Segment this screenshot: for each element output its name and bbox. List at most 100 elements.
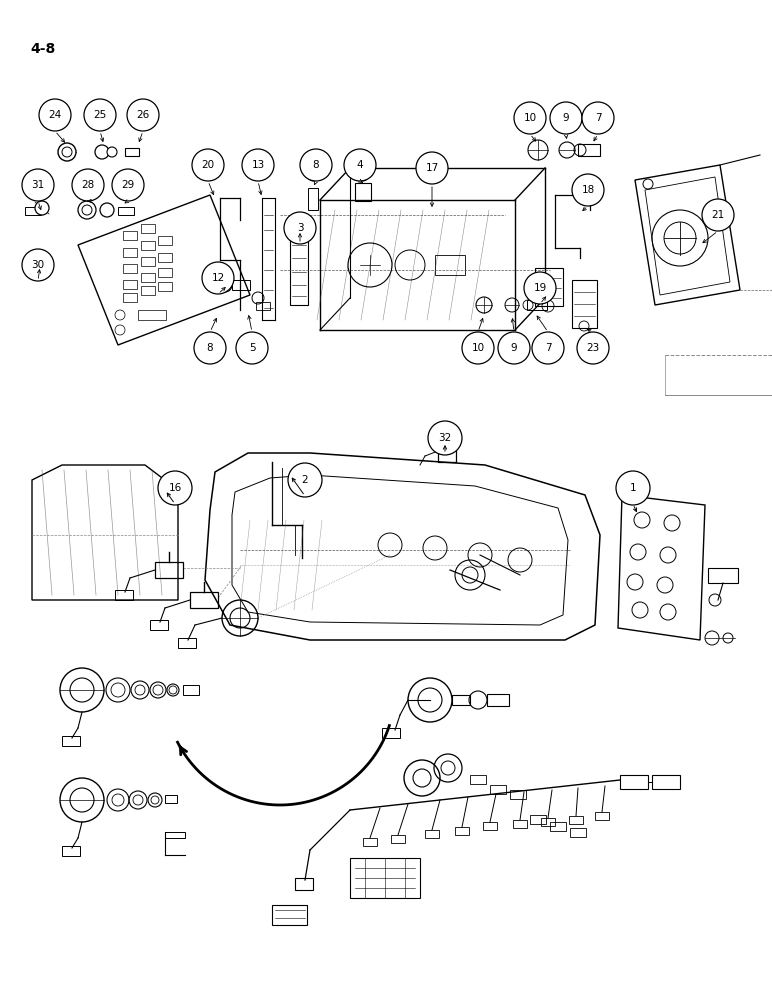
Text: 25: 25 (93, 110, 107, 120)
Bar (141, 257, 155, 266)
Text: 10: 10 (523, 113, 537, 123)
Circle shape (39, 99, 71, 131)
Bar (165, 795, 177, 803)
Bar (141, 241, 155, 250)
Circle shape (194, 332, 226, 364)
Text: 23: 23 (587, 343, 600, 353)
Bar (62, 846, 80, 856)
Text: 29: 29 (121, 180, 134, 190)
Bar (708, 568, 738, 583)
Bar (490, 785, 506, 794)
Bar (483, 822, 497, 830)
Circle shape (524, 272, 556, 304)
Circle shape (192, 149, 224, 181)
Text: 19: 19 (533, 283, 547, 293)
Text: 8: 8 (207, 343, 213, 353)
Bar (62, 736, 80, 746)
Bar (150, 620, 168, 630)
Circle shape (550, 102, 582, 134)
Bar (355, 183, 371, 201)
Text: 7: 7 (594, 113, 601, 123)
Bar (550, 822, 566, 831)
Bar (510, 790, 526, 799)
Bar (652, 775, 680, 789)
Text: 4-8: 4-8 (30, 42, 56, 56)
Text: 21: 21 (711, 210, 725, 220)
Circle shape (218, 278, 232, 292)
Bar (155, 562, 183, 578)
Circle shape (34, 254, 50, 270)
Bar (350, 858, 420, 898)
Bar (141, 224, 155, 233)
Bar (487, 694, 509, 706)
Bar (178, 638, 196, 648)
Circle shape (72, 169, 104, 201)
Bar (183, 685, 199, 695)
Text: 5: 5 (249, 343, 256, 353)
Bar (141, 273, 155, 282)
Circle shape (236, 332, 268, 364)
Circle shape (35, 201, 49, 215)
Text: 32: 32 (438, 433, 452, 443)
Bar (118, 207, 134, 215)
Bar (513, 820, 527, 828)
Text: 30: 30 (32, 260, 45, 270)
Text: 3: 3 (296, 223, 303, 233)
Bar (158, 253, 172, 262)
Text: 9: 9 (563, 113, 569, 123)
Circle shape (616, 471, 650, 505)
Circle shape (84, 99, 116, 131)
Bar (527, 300, 547, 310)
Bar (25, 258, 40, 265)
Bar (541, 818, 555, 826)
Circle shape (202, 262, 234, 294)
Circle shape (498, 332, 530, 364)
Text: 2: 2 (302, 475, 308, 485)
Bar (256, 302, 270, 310)
Bar (569, 816, 583, 824)
Circle shape (158, 471, 192, 505)
Circle shape (702, 199, 734, 231)
Circle shape (532, 332, 564, 364)
Bar (363, 838, 377, 846)
Bar (158, 236, 172, 245)
Bar (165, 832, 185, 838)
Bar (382, 728, 400, 738)
Bar (570, 828, 586, 837)
Bar (272, 905, 307, 925)
Bar (123, 231, 137, 240)
Bar (123, 293, 137, 302)
Text: 31: 31 (32, 180, 45, 190)
Bar (290, 220, 308, 305)
Bar (25, 207, 41, 215)
Circle shape (95, 145, 109, 159)
Circle shape (78, 201, 96, 219)
Bar (123, 248, 137, 257)
Bar (141, 286, 155, 295)
Bar (572, 280, 597, 328)
Bar (295, 878, 313, 890)
Bar (391, 835, 405, 843)
Bar (578, 144, 600, 156)
Text: 8: 8 (313, 160, 320, 170)
Circle shape (82, 205, 92, 215)
Text: 28: 28 (81, 180, 95, 190)
Text: 20: 20 (201, 160, 215, 170)
Bar (530, 815, 546, 824)
Circle shape (58, 143, 76, 161)
Text: 1: 1 (630, 483, 636, 493)
Bar (158, 282, 172, 291)
Bar (455, 827, 469, 835)
Bar (115, 590, 133, 600)
Circle shape (107, 147, 117, 157)
Text: 17: 17 (425, 163, 438, 173)
Bar (125, 148, 139, 156)
Bar (123, 264, 137, 273)
Circle shape (514, 102, 546, 134)
Circle shape (344, 149, 376, 181)
Circle shape (22, 169, 54, 201)
Circle shape (428, 421, 462, 455)
Text: 4: 4 (357, 160, 364, 170)
Bar (438, 440, 456, 462)
Text: 10: 10 (472, 343, 485, 353)
